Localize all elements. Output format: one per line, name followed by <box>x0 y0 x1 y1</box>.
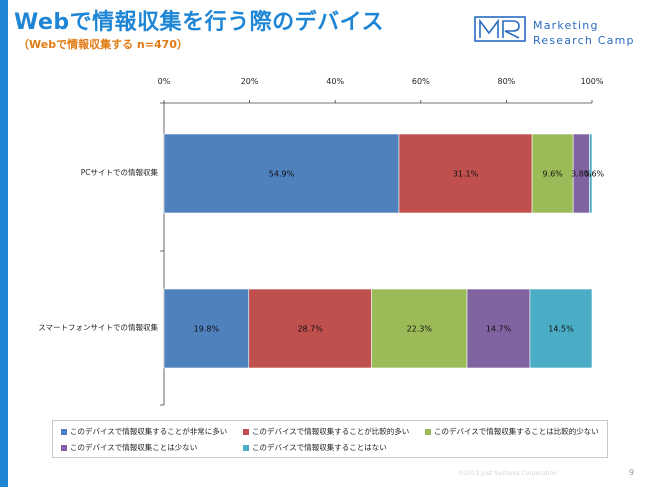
legend-swatch-1 <box>61 428 67 435</box>
bar-segment-2-1 <box>163 288 250 369</box>
legend-swatch-3 <box>425 428 431 435</box>
page-title: Webで情報収集を行う際のデバイス <box>14 10 384 35</box>
legend-label-2: このデバイスで情報収集することが比較的多い <box>252 427 410 436</box>
page-number: 9 <box>629 468 635 477</box>
copyright-text: ©2012 Just Systems Corporation <box>458 470 557 477</box>
data-label-2-2: 28.7% <box>297 325 323 334</box>
bar-segment-1-1 <box>163 133 400 214</box>
accent-side-bar <box>0 0 8 487</box>
data-label-1-3: 9.6% <box>542 170 563 179</box>
data-label-1-1: 54.9% <box>269 170 295 179</box>
data-label-1-2: 31.1% <box>453 170 479 179</box>
bar-segment-2-3 <box>371 288 468 369</box>
legend-label-4: このデバイスで情報収集ことは少ない <box>70 443 198 452</box>
bar-segment-2-2 <box>248 288 372 369</box>
x-tick-label-6: 100% <box>581 77 604 86</box>
data-label-2-5: 14.5% <box>548 325 574 334</box>
legend-item-4: このデバイスで情報収集ことは少ない <box>61 442 197 453</box>
category-label-2: スマートフォンサイトでの情報収集 <box>38 322 158 332</box>
legend-label-3: このデバイスで情報収集することは比較的少ない <box>434 427 599 436</box>
data-label-1-4: 3.8% <box>571 170 592 179</box>
legend-swatch-2 <box>243 428 249 435</box>
legend-label-5: このデバイスで情報収集することはない <box>252 443 387 452</box>
legend-item-3: このデバイスで情報収集することは比較的少ない <box>425 426 599 437</box>
data-label-2-3: 22.3% <box>407 325 433 334</box>
legend-swatch-5 <box>243 444 249 451</box>
x-tick-label-1: 0% <box>158 77 171 86</box>
bar-segment-1-3 <box>531 133 574 214</box>
data-label-2-4: 14.7% <box>486 325 512 334</box>
x-tick-label-2: 20% <box>241 77 259 86</box>
legend-swatch-4 <box>61 444 67 451</box>
legend-item-1: このデバイスで情報収集することが非常に多い <box>61 426 227 437</box>
bar-segment-2-5 <box>529 288 593 369</box>
page-subtitle: （Webで情報収集する n=470） <box>18 38 188 51</box>
data-label-1-5: 0.6% <box>584 170 605 179</box>
x-tick-label-3: 40% <box>326 77 344 86</box>
logo-text: Marketing Research Camp <box>533 18 635 48</box>
x-tick-label-5: 80% <box>498 77 516 86</box>
logo-line-1: Marketing <box>533 19 599 32</box>
mr-logo-icon <box>474 16 526 42</box>
bar-segment-2-4 <box>466 288 531 369</box>
x-tick-label-4: 60% <box>412 77 430 86</box>
category-label-1: PCサイトでの情報収集 <box>81 167 159 177</box>
legend-label-1: このデバイスで情報収集することが非常に多い <box>70 427 228 436</box>
data-label-2-1: 19.8% <box>194 325 220 334</box>
legend-item-5: このデバイスで情報収集することはない <box>243 442 387 453</box>
chart-legend: このデバイスで情報収集することが非常に多い このデバイスで情報収集することが比較… <box>52 420 608 458</box>
logo-line-2: Research Camp <box>533 34 635 47</box>
bar-segment-1-5 <box>589 133 593 214</box>
legend-item-2: このデバイスで情報収集することが比較的多い <box>243 426 409 437</box>
